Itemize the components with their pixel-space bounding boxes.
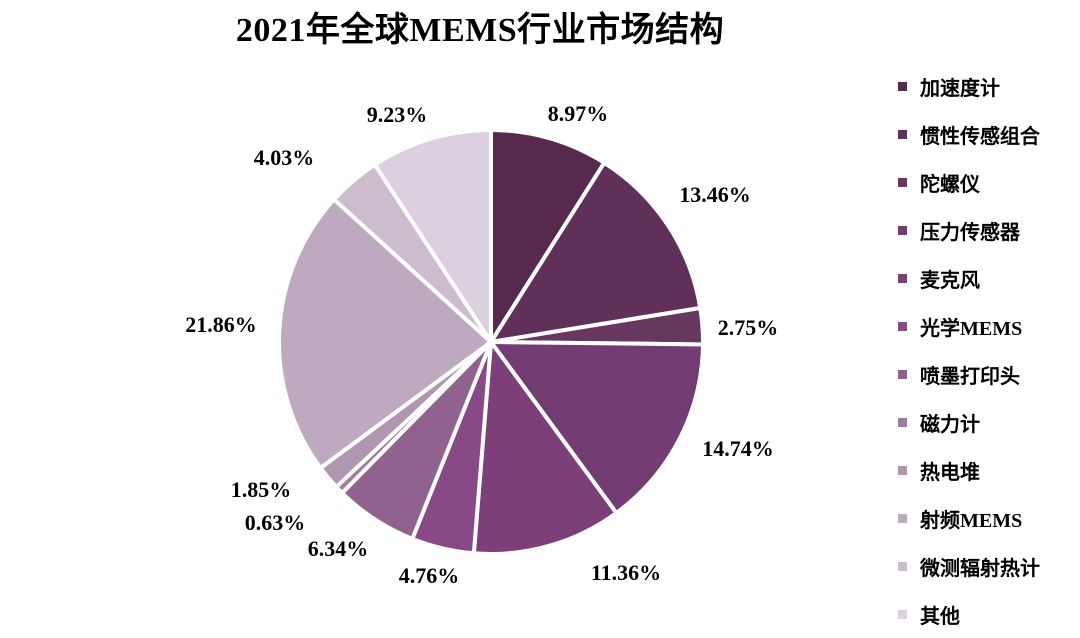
legend-label: 压力传感器 — [920, 221, 1020, 244]
legend-label: 其他 — [920, 605, 960, 628]
legend-label: 惯性传感组合 — [920, 125, 1040, 148]
legend-item: 加速度计 — [898, 62, 1078, 110]
slice-label-9: 1.85% — [231, 477, 292, 502]
legend-label: 微测辐射热计 — [920, 557, 1040, 580]
slice-label-2: 13.46% — [679, 182, 751, 207]
legend-label: 喷墨打印头 — [920, 365, 1020, 388]
legend-item: 光学MEMS — [898, 302, 1078, 350]
pie-slices — [277, 128, 705, 556]
legend-item: 麦克风 — [898, 254, 1078, 302]
slice-label-5: 11.36% — [591, 560, 661, 585]
legend-swatch — [898, 417, 907, 427]
slice-label-3: 2.75% — [718, 315, 779, 340]
legend-swatch — [898, 513, 907, 523]
chart-title: 2021年全球MEMS行业市场结构 — [235, 12, 725, 49]
slice-label-8: 0.63% — [245, 510, 306, 535]
legend-swatch — [898, 465, 907, 475]
pie-slice-10 — [277, 197, 493, 470]
legend-swatch — [898, 321, 907, 331]
legend-item: 其他 — [898, 590, 1078, 638]
legend-item: 惯性传感组合 — [898, 110, 1078, 158]
legend-label: 光学MEMS — [920, 317, 1023, 340]
legend-swatch — [898, 609, 907, 619]
legend: 加速度计惯性传感组合 陀螺仪压力传感器麦克风光学MEMS 喷墨打印头磁力计热电堆射频… — [898, 62, 1078, 638]
pie-slice-12 — [372, 128, 493, 344]
legend-item: 陀螺仪 — [898, 158, 1078, 206]
legend-label: 麦克风 — [920, 269, 980, 292]
slice-label-12: 9.23% — [367, 102, 428, 127]
legend-item: 喷墨打印头 — [898, 350, 1078, 398]
legend-item: 热电堆 — [898, 446, 1078, 494]
pie-slice-2 — [489, 160, 703, 344]
legend-label: 磁力计 — [920, 413, 980, 436]
legend-item: 压力传感器 — [898, 206, 1078, 254]
slice-label-4: 14.74% — [702, 436, 774, 461]
slice-label-6: 4.76% — [399, 563, 460, 588]
legend-label: 热电堆 — [920, 461, 980, 484]
pie-slice-4 — [489, 340, 705, 515]
legend-swatch — [898, 561, 907, 571]
legend-swatch — [898, 177, 907, 187]
legend-label: 射频MEMS — [920, 509, 1023, 532]
slice-label-11: 4.03% — [254, 145, 315, 170]
legend-label: 陀螺仪 — [920, 173, 980, 196]
legend-swatch — [898, 273, 907, 283]
slice-label-1: 8.97% — [548, 101, 609, 126]
legend-swatch — [898, 369, 907, 379]
slice-label-7: 6.34% — [308, 536, 369, 561]
legend-swatch — [898, 129, 907, 139]
legend-label: 加速度计 — [920, 77, 1000, 100]
pie-slice-1 — [489, 128, 607, 344]
legend-swatch — [898, 81, 907, 91]
legend-item: 射频MEMS — [898, 494, 1078, 542]
pie-slice-5 — [471, 340, 619, 556]
legend-item: 微测辐射热计 — [898, 542, 1078, 590]
legend-swatch — [898, 225, 907, 235]
slice-label-10: 21.86% — [185, 312, 257, 337]
slice-labels: 8.97% 13.46% 2.75% 14.74% 11.36% 4.76% 6.34%0.… — [185, 101, 778, 588]
legend-item: 磁力计 — [898, 398, 1078, 446]
